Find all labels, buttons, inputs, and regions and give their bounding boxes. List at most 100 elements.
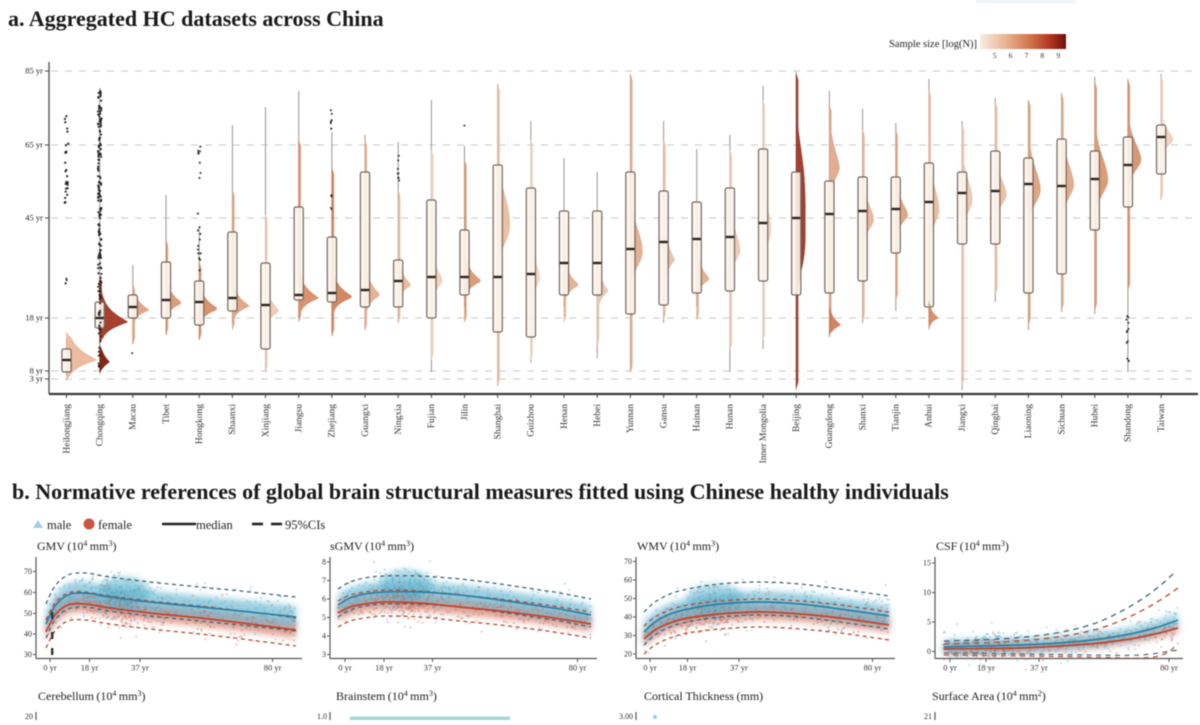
svg-text:CSF (104 mm3): CSF (104 mm3): [936, 539, 1009, 553]
svg-text:80 yr: 80 yr: [1160, 663, 1178, 673]
svg-text:Xinjiang: Xinjiang: [261, 404, 271, 437]
svg-text:WMV (104 mm3): WMV (104 mm3): [637, 539, 719, 553]
svg-text:sGMV (104 mm3): sGMV (104 mm3): [330, 539, 414, 553]
svg-text:Guizhou: Guizhou: [527, 404, 537, 437]
svg-text:Beijing: Beijing: [792, 404, 802, 432]
svg-text:80 yr: 80 yr: [864, 663, 882, 673]
svg-text:37 yr: 37 yr: [131, 663, 149, 673]
svg-text:b. Normative references of glo: b. Normative references of global brain …: [12, 479, 949, 504]
svg-text:18 yr: 18 yr: [81, 663, 99, 673]
svg-text:Yunnan: Yunnan: [626, 404, 636, 433]
svg-text:Inner Mongolia: Inner Mongolia: [759, 403, 769, 463]
svg-text:0 yr: 0 yr: [943, 663, 957, 673]
svg-text:Sample size [log(N)]: Sample size [log(N)]: [889, 39, 977, 50]
svg-text:Shanxi: Shanxi: [858, 404, 868, 431]
svg-text:Gansu: Gansu: [659, 404, 669, 429]
svg-text:8: 8: [1040, 51, 1044, 60]
svg-text:21: 21: [924, 712, 932, 720]
svg-text:5: 5: [927, 618, 931, 627]
svg-text:50: 50: [24, 609, 32, 618]
svg-text:Tibet: Tibet: [162, 404, 172, 424]
svg-text:Guangxi: Guangxi: [361, 404, 371, 437]
svg-text:37 yr: 37 yr: [424, 663, 442, 673]
svg-text:5: 5: [322, 613, 326, 622]
svg-text:70: 70: [624, 557, 632, 566]
svg-text:18 yr: 18 yr: [375, 663, 393, 673]
svg-text:Zhejiang: Zhejiang: [328, 404, 338, 438]
svg-text:37 yr: 37 yr: [1030, 663, 1048, 673]
svg-text:18 yr: 18 yr: [977, 663, 995, 673]
svg-text:0 yr: 0 yr: [338, 663, 352, 673]
svg-text:Hunan: Hunan: [726, 404, 736, 430]
svg-text:Hongkong: Hongkong: [195, 404, 205, 444]
svg-text:3.00: 3.00: [619, 712, 633, 720]
svg-text:Fujian: Fujian: [427, 404, 437, 429]
svg-text:6: 6: [322, 595, 326, 604]
svg-text:8: 8: [322, 558, 326, 567]
svg-text:50: 50: [624, 594, 632, 603]
svg-text:Ningxia: Ningxia: [394, 403, 404, 434]
svg-text:40: 40: [24, 630, 32, 639]
svg-text:Heilongjiang: Heilongjiang: [62, 404, 72, 454]
svg-text:9: 9: [1056, 51, 1060, 60]
svg-text:Jiangsu: Jiangsu: [295, 404, 305, 433]
svg-text:male: male: [47, 518, 72, 532]
svg-text:Cerebellum (104 mm3): Cerebellum (104 mm3): [38, 689, 145, 703]
svg-text:Henan: Henan: [560, 404, 570, 429]
svg-text:Jiangxi: Jiangxi: [958, 404, 968, 432]
svg-text:0: 0: [927, 647, 931, 656]
svg-text:18 yr: 18 yr: [679, 663, 697, 673]
svg-text:Sichuan: Sichuan: [1057, 404, 1067, 435]
svg-text:37 yr: 37 yr: [730, 663, 748, 673]
svg-text:female: female: [98, 518, 132, 532]
svg-text:Shaanxi: Shaanxi: [228, 404, 238, 435]
svg-text:Hebei: Hebei: [593, 404, 603, 427]
svg-text:3: 3: [322, 650, 326, 659]
svg-text:Brainstem (104 mm3): Brainstem (104 mm3): [336, 689, 437, 703]
svg-text:15: 15: [923, 559, 931, 568]
svg-text:Liaoning: Liaoning: [1024, 404, 1034, 439]
svg-text:median: median: [196, 518, 234, 532]
svg-text:3 yr: 3 yr: [30, 374, 44, 384]
svg-text:0 yr: 0 yr: [643, 663, 657, 673]
svg-text:Macau: Macau: [129, 404, 139, 430]
svg-text:Hubei: Hubei: [1091, 404, 1101, 428]
svg-text:Tianjin: Tianjin: [892, 404, 902, 431]
svg-text:40: 40: [624, 613, 632, 622]
svg-text:30: 30: [24, 650, 32, 659]
svg-text:Guangdong: Guangdong: [825, 404, 835, 449]
svg-text:45 yr: 45 yr: [25, 213, 43, 223]
svg-text:80 yr: 80 yr: [264, 663, 282, 673]
svg-text:95%CIs: 95%CIs: [285, 518, 325, 532]
svg-text:Cortical Thickness (mm): Cortical Thickness (mm): [644, 689, 763, 703]
svg-text:1.0: 1.0: [317, 712, 327, 720]
svg-text:5: 5: [993, 51, 997, 60]
svg-text:80 yr: 80 yr: [569, 663, 587, 673]
svg-text:70: 70: [24, 567, 32, 576]
svg-text:Taiwan: Taiwan: [1157, 404, 1167, 432]
svg-text:4: 4: [322, 632, 326, 641]
svg-text:7: 7: [1025, 51, 1029, 60]
svg-text:30: 30: [624, 631, 632, 640]
svg-text:GMV (104 mm3): GMV (104 mm3): [37, 539, 116, 553]
svg-text:60: 60: [24, 588, 32, 597]
svg-text:6: 6: [1009, 51, 1013, 60]
svg-text:Shanghai: Shanghai: [494, 404, 504, 440]
svg-text:10: 10: [923, 588, 931, 597]
svg-text:18 yr: 18 yr: [25, 313, 43, 323]
svg-text:85 yr: 85 yr: [25, 66, 43, 76]
svg-text:20: 20: [624, 650, 632, 659]
svg-text:Chongqing: Chongqing: [96, 404, 106, 446]
svg-text:60: 60: [624, 576, 632, 585]
svg-text:Qinghai: Qinghai: [991, 404, 1001, 435]
svg-text:8 yr: 8 yr: [30, 366, 44, 376]
svg-text:Surface Area (104 mm2): Surface Area (104 mm2): [932, 689, 1046, 703]
svg-text:a. Aggregated HC datasets acro: a. Aggregated HC datasets across China: [8, 6, 384, 31]
svg-text:Anhui: Anhui: [925, 404, 935, 428]
svg-text:65 yr: 65 yr: [25, 140, 43, 150]
svg-text:Shandong: Shandong: [1124, 404, 1134, 442]
svg-text:0 yr: 0 yr: [43, 663, 57, 673]
svg-text:Hainan: Hainan: [693, 404, 703, 432]
svg-text:20: 20: [25, 712, 33, 720]
svg-text:7: 7: [322, 576, 326, 585]
